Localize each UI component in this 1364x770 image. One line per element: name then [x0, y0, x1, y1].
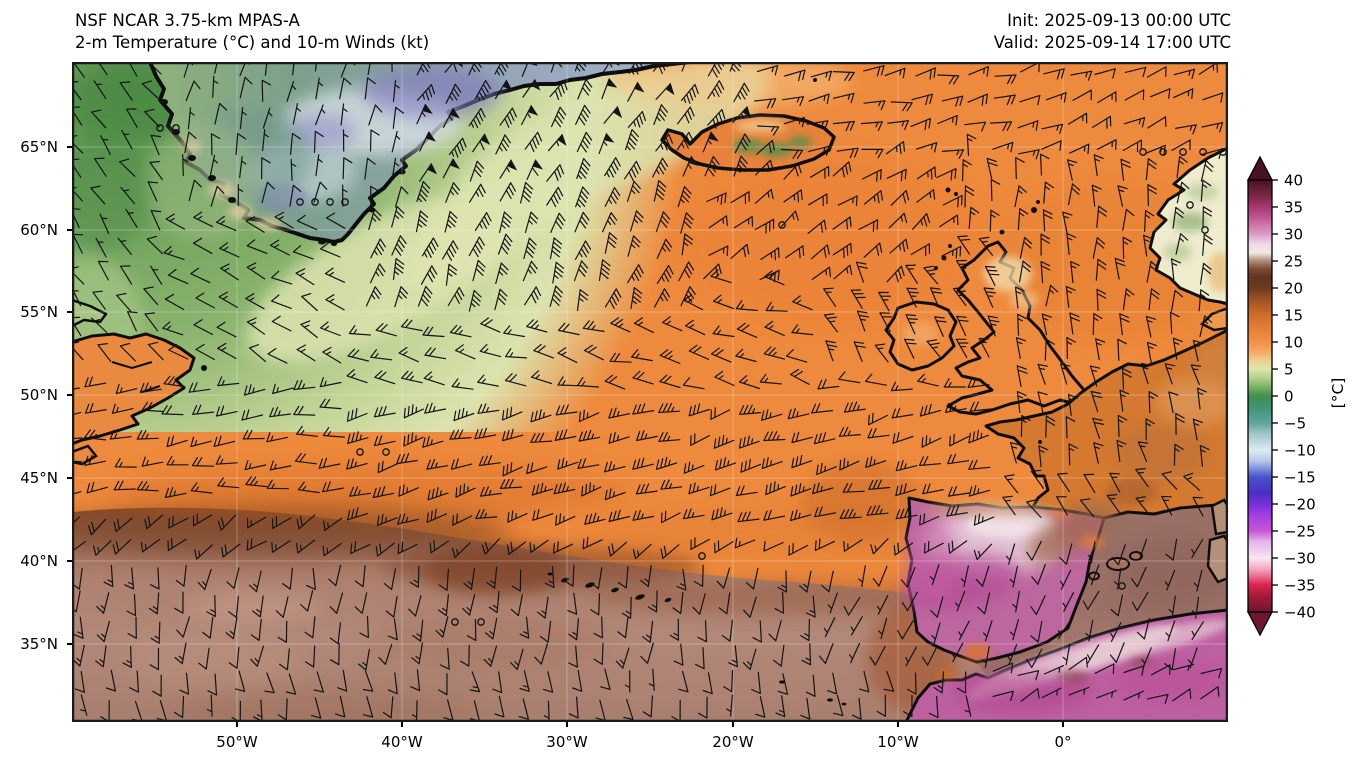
x-tick-label: 40°W: [381, 733, 423, 751]
y-tick-mark: [67, 146, 72, 148]
colorbar-tick-label: 5: [1284, 361, 1294, 379]
colorbar-tick-label: −20: [1284, 496, 1316, 514]
y-tick-label: 35°N: [20, 635, 58, 653]
y-tick-mark: [67, 477, 72, 479]
map-border: [72, 62, 1228, 722]
x-tick-mark: [897, 722, 899, 727]
y-tick-label: 55°N: [20, 303, 58, 321]
variable-title: 2-m Temperature (°C) and 10-m Winds (kt): [75, 33, 430, 52]
colorbar-unit-label: [°C]: [1329, 377, 1347, 409]
colorbar-tick-label: 10: [1284, 334, 1303, 352]
y-tick-mark: [67, 394, 72, 396]
colorbar-tick-label: −5: [1284, 415, 1306, 433]
valid-time-label: Valid: 2025-09-14 17:00 UTC: [993, 33, 1231, 52]
colorbar-tick-label: 30: [1284, 226, 1303, 244]
y-tick-mark: [67, 311, 72, 313]
x-tick-label: 20°W: [712, 733, 754, 751]
greenland-landmass: [147, 62, 692, 246]
x-tick-label: 10°W: [877, 733, 919, 751]
norway-landmass: [1148, 146, 1228, 332]
colorbar-tick-label: 35: [1284, 199, 1303, 217]
colorbar-tick-label: 0: [1284, 388, 1294, 406]
islands: [547, 498, 1228, 706]
x-tick-label: 50°W: [216, 733, 258, 751]
colorbar-tick-label: 20: [1284, 280, 1303, 298]
colorbar-tick-label: 40: [1284, 172, 1303, 190]
y-tick-label: 65°N: [20, 138, 58, 156]
colorbar-tick-label: −30: [1284, 550, 1316, 568]
colorbar-tick-label: −10: [1284, 442, 1316, 460]
x-tick-label: 30°W: [546, 733, 588, 751]
wind-barb-field: [72, 62, 1227, 722]
colorbar-tick-label: −15: [1284, 469, 1316, 487]
colorbar-tick-label: 25: [1284, 253, 1303, 271]
temperature-colorbar: 40 35 30 25 20 15 10 5 0 −5 −10 −15 −20 −25 −30 −35 −40: [1246, 155, 1316, 637]
map-canvas: [72, 62, 1228, 722]
model-title: NSF NCAR 3.75-km MPAS-A: [75, 11, 300, 30]
colorbar-tick-label: 15: [1284, 307, 1303, 325]
y-tick-mark: [67, 229, 72, 231]
y-tick-mark: [67, 560, 72, 562]
colorbar-tick-label: −40: [1284, 604, 1316, 622]
iberia-landmass: [902, 496, 1117, 664]
france-landmass: [984, 328, 1228, 520]
colorbar-tick-label: −25: [1284, 523, 1316, 541]
y-tick-label: 60°N: [20, 221, 58, 239]
x-tick-mark: [566, 722, 568, 727]
iceland-landmass: [660, 78, 958, 196]
y-tick-mark: [67, 643, 72, 645]
y-tick-label: 50°N: [20, 386, 58, 404]
colorbar-tick-label: −35: [1284, 577, 1316, 595]
x-tick-mark: [401, 722, 403, 727]
x-tick-mark: [1062, 722, 1064, 727]
great-britain-landmass: [934, 200, 1092, 416]
x-tick-mark: [732, 722, 734, 727]
x-tick-label: 0°: [1054, 733, 1072, 751]
y-tick-label: 40°N: [20, 552, 58, 570]
x-tick-mark: [236, 722, 238, 727]
y-tick-label: 45°N: [20, 469, 58, 487]
init-time-label: Init: 2025-09-13 00:00 UTC: [1007, 11, 1231, 30]
